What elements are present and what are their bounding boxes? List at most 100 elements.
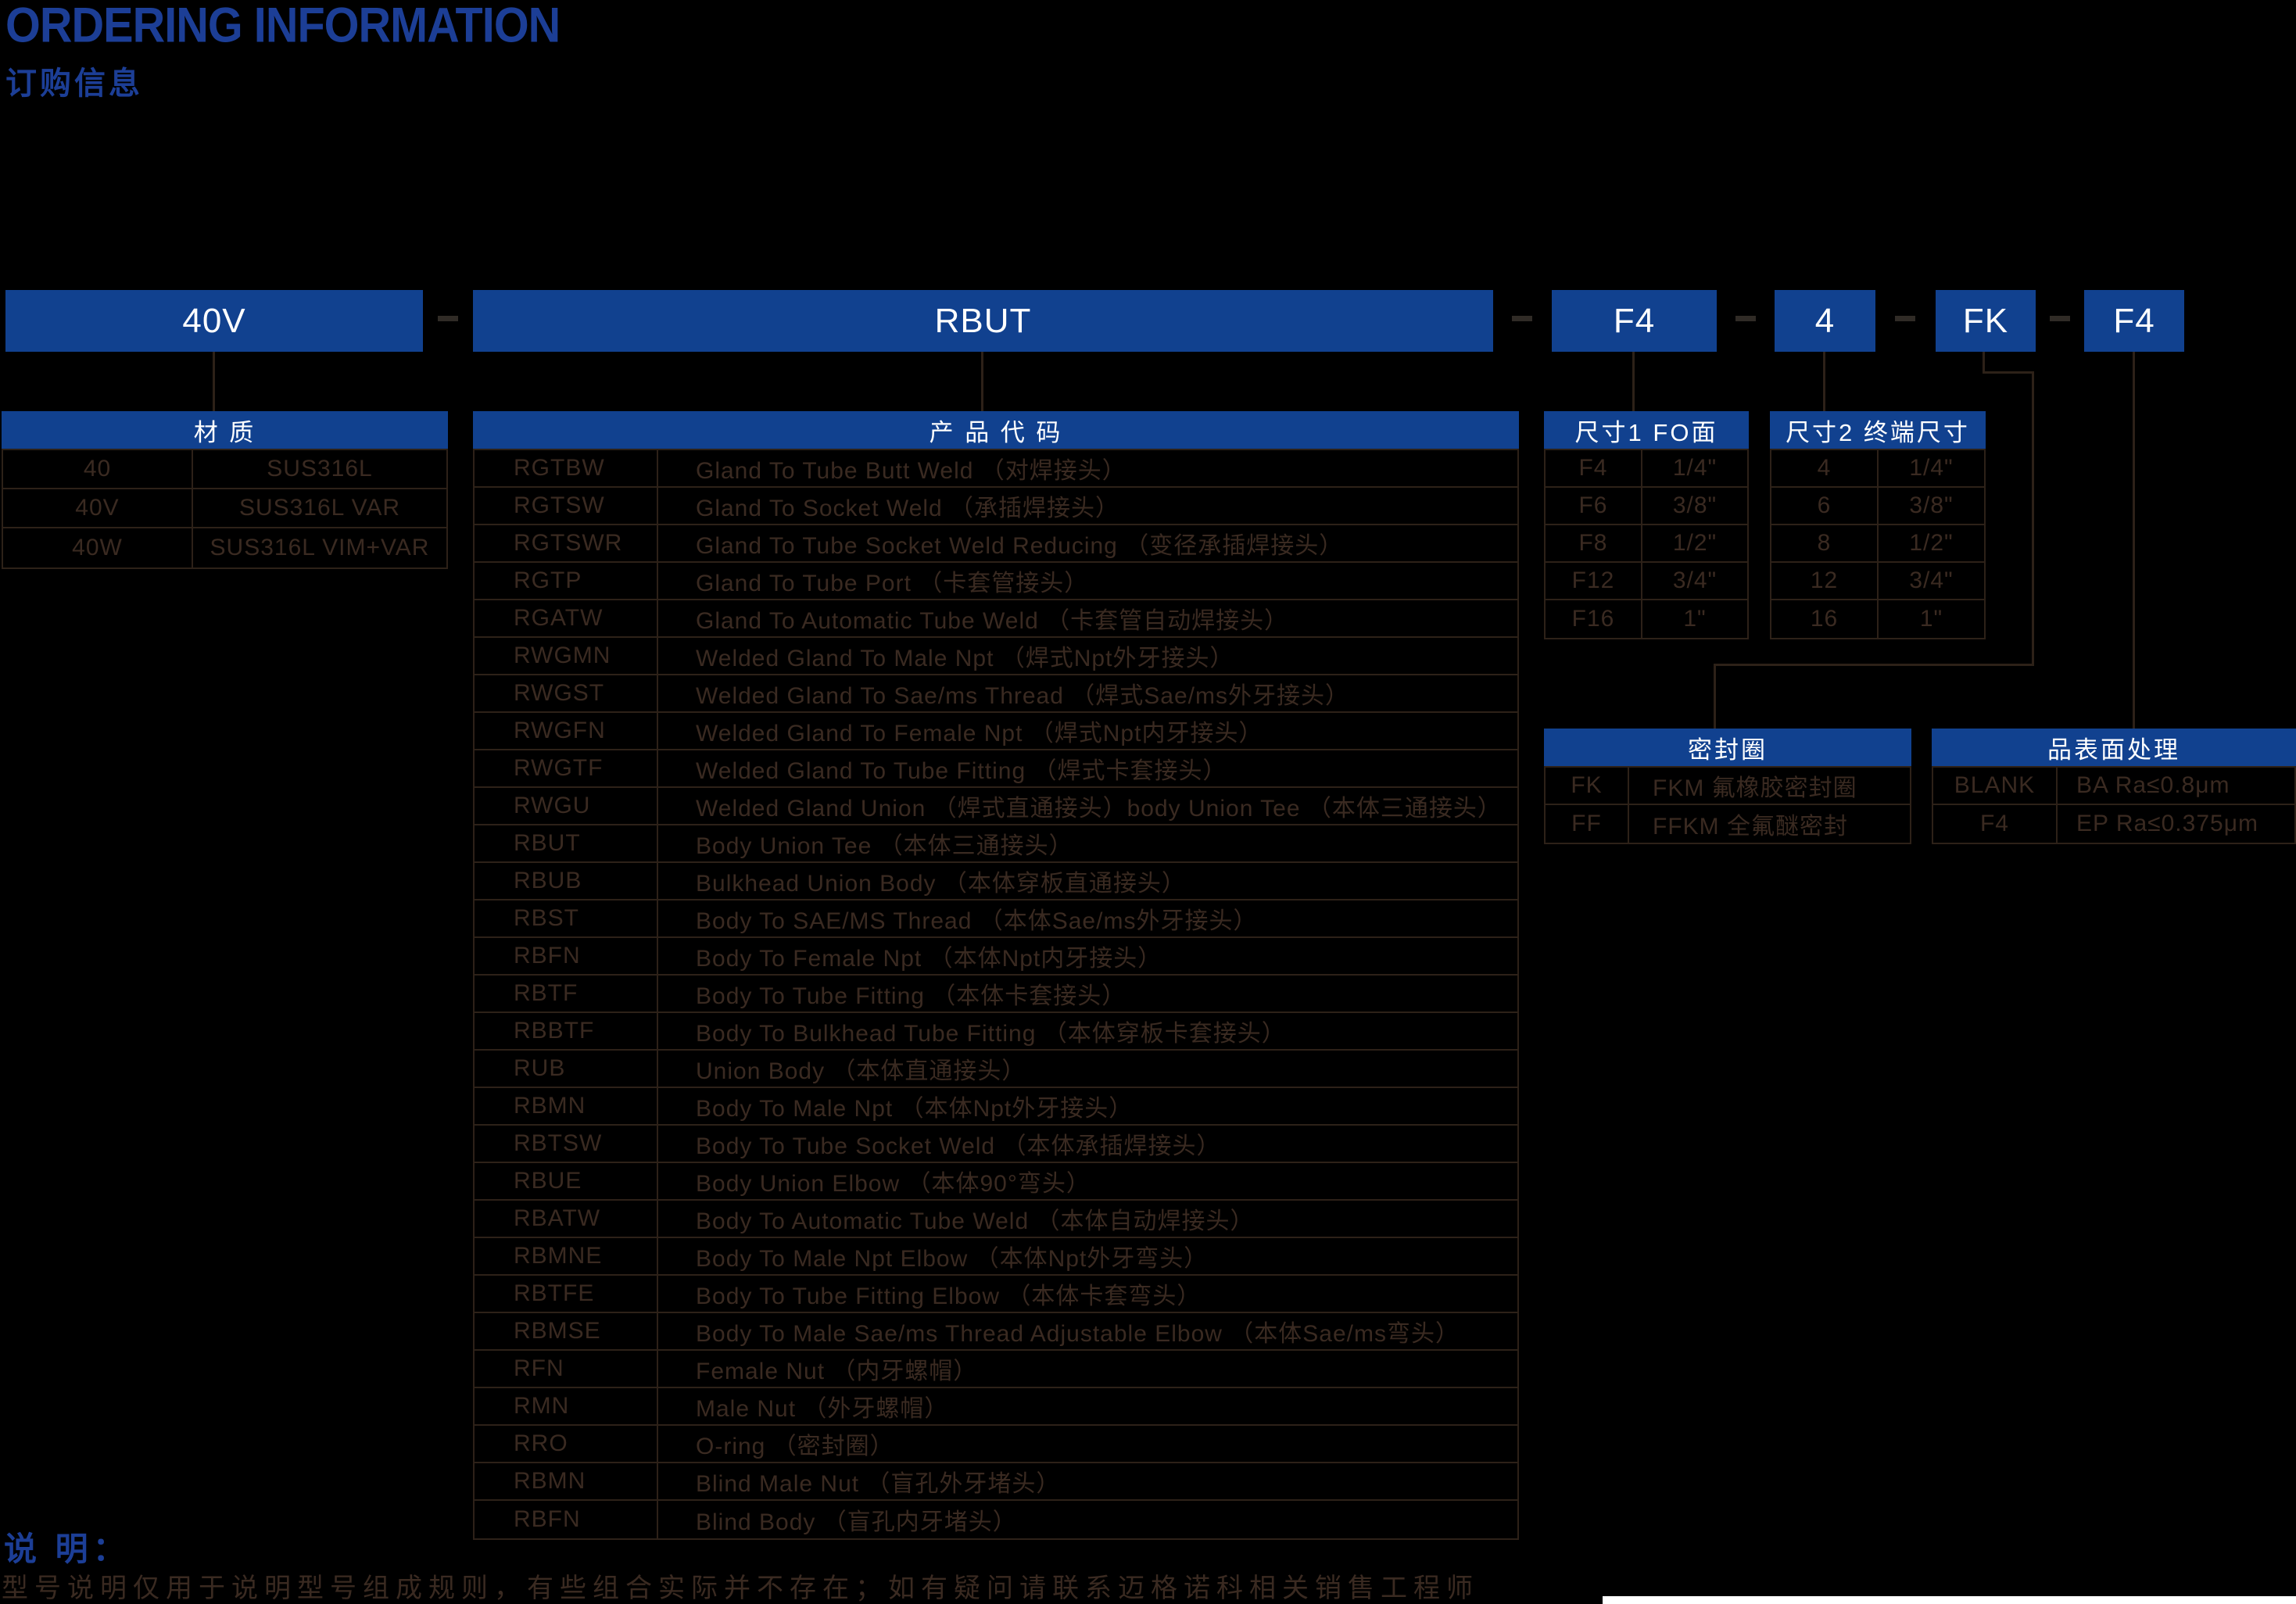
table-row: RBUT Body Union Tee （本体三通接头） bbox=[475, 825, 1517, 863]
code-cell: RGTBW bbox=[475, 450, 658, 486]
table-row: RBFN Blind Body （盲孔内牙堵头） bbox=[475, 1501, 1517, 1538]
code-cell: RBATW bbox=[475, 1201, 658, 1237]
code-cell: FF bbox=[1546, 805, 1629, 843]
description-cell: BA Ra≤0.8μm bbox=[2076, 772, 2230, 798]
table-row: RRO O-ring （密封圈） bbox=[475, 1426, 1517, 1463]
surface-table-body: BLANK BA Ra≤0.8μm F4 EP Ra≤0.375μm bbox=[1932, 766, 2296, 844]
code-cell: F8 bbox=[1546, 525, 1642, 561]
description-cell: 1" bbox=[1919, 606, 1943, 632]
description-cell: 3/4" bbox=[1672, 567, 1718, 593]
description-cell: Blind Male Nut （盲孔外牙堵头） bbox=[696, 1471, 1061, 1497]
description-cell: Body To Tube Fitting （本体卡套接头） bbox=[696, 983, 1127, 1009]
size2-table-body: 4 1/4" 6 3/8" 8 1/2" 12 3/4" 16 1" bbox=[1770, 449, 1986, 639]
table-row: F16 1" bbox=[1546, 600, 1747, 638]
table-row: RMN Male Nut （外牙螺帽） bbox=[475, 1388, 1517, 1426]
table-row: F4 EP Ra≤0.375μm bbox=[1933, 805, 2294, 843]
description-cell: Body To Male Npt Elbow （本体Npt外牙弯头） bbox=[696, 1246, 1209, 1272]
code-cell: 40 bbox=[3, 450, 193, 488]
connector-material bbox=[213, 352, 215, 411]
code-cell: RWGFN bbox=[475, 713, 658, 749]
code-cell: RMN bbox=[475, 1388, 658, 1424]
note-label: 说 明： bbox=[4, 1531, 131, 1567]
description-cell: FKM 氟橡胶密封圈 bbox=[1653, 775, 1857, 801]
table-row: 40 SUS316L bbox=[3, 450, 446, 489]
product-code-table: 产 品 代 码 RGTBW Gland To Tube Butt Weld （对焊… bbox=[473, 411, 1519, 1540]
dash-separator bbox=[1735, 316, 1756, 321]
description-cell: Body To Automatic Tube Weld （本体自动焊接头） bbox=[696, 1208, 1255, 1234]
size1-table-header: 尺寸1 FO面 bbox=[1544, 411, 1749, 449]
dash-separator bbox=[438, 316, 458, 321]
table-row: RBMSE Body To Male Sae/ms Thread Adjustab… bbox=[475, 1313, 1517, 1351]
description-cell: Gland To Socket Weld （承插焊接头） bbox=[696, 496, 1120, 521]
code-cell: RBFN bbox=[475, 938, 658, 974]
connector-size1 bbox=[1632, 352, 1635, 411]
table-row: RGTP Gland To Tube Port （卡套管接头） bbox=[475, 563, 1517, 600]
code-cell: RBUT bbox=[475, 825, 658, 861]
code-cell: 16 bbox=[1771, 600, 1879, 638]
connector-product bbox=[981, 352, 983, 411]
description-cell: Body To Tube Socket Weld （本体承插焊接头） bbox=[696, 1133, 1221, 1159]
material-table-header: 材 质 bbox=[2, 411, 448, 449]
surface-table: 品表面处理 BLANK BA Ra≤0.8μm F4 EP Ra≤0.375μm bbox=[1932, 729, 2296, 844]
page-edge-white-strip bbox=[1603, 1596, 2296, 1604]
table-row: RWGST Welded Gland To Sae/ms Thread （焊式Sa… bbox=[475, 675, 1517, 713]
size1-table: 尺寸1 FO面 F4 1/4" F6 3/8" F8 1/2" F12 3/4" F16 1" bbox=[1544, 411, 1749, 639]
description-cell: Welded Gland To Tube Fitting （焊式卡套接头） bbox=[696, 758, 1227, 784]
code-cell: RBTF bbox=[475, 976, 658, 1011]
code-cell: 6 bbox=[1771, 488, 1879, 524]
description-cell: Female Nut （内牙螺帽） bbox=[696, 1359, 978, 1384]
table-row: RBFN Body To Female Npt （本体Npt内牙接头） bbox=[475, 938, 1517, 976]
description-cell: Welded Gland To Male Npt （焊式Npt外牙接头） bbox=[696, 646, 1234, 671]
code-cell: RBMN bbox=[475, 1463, 658, 1499]
connector-surface bbox=[2133, 352, 2135, 729]
description-cell: Welded Gland To Sae/ms Thread （焊式Sae/ms外… bbox=[696, 683, 1349, 709]
table-row: RBBTF Body To Bulkhead Tube Fitting （本体穿板… bbox=[475, 1013, 1517, 1051]
seal-table: 密封圈 FK FKM 氟橡胶密封圈 FF FFKM 全氟醚密封 bbox=[1544, 729, 1911, 844]
description-cell: SUS316L VAR bbox=[238, 495, 401, 521]
table-row: RBTFE Body To Tube Fitting Elbow （本体卡套弯头） bbox=[475, 1276, 1517, 1313]
code-box-seal: FK bbox=[1936, 290, 2036, 352]
code-cell: F16 bbox=[1546, 600, 1642, 638]
description-cell: Body Union Elbow （本体90°弯头） bbox=[696, 1171, 1091, 1197]
product-code-table-header: 产 品 代 码 bbox=[473, 411, 1519, 449]
code-cell: RBMN bbox=[475, 1088, 658, 1124]
code-box-product-code: RBUT bbox=[473, 290, 1493, 352]
dash-separator bbox=[1512, 316, 1532, 321]
table-row: FF FFKM 全氟醚密封 bbox=[1546, 805, 1910, 843]
size2-table: 尺寸2 终端尺寸 4 1/4" 6 3/8" 8 1/2" 12 3/4" 16 1" bbox=[1770, 411, 1986, 639]
code-cell: 8 bbox=[1771, 525, 1879, 561]
size1-table-body: F4 1/4" F6 3/8" F8 1/2" F12 3/4" F16 1" bbox=[1544, 449, 1749, 639]
description-cell: Male Nut （外牙螺帽） bbox=[696, 1396, 949, 1422]
code-cell: 12 bbox=[1771, 563, 1879, 599]
seal-table-body: FK FKM 氟橡胶密封圈 FF FFKM 全氟醚密封 bbox=[1544, 766, 1911, 844]
code-cell: F4 bbox=[1546, 450, 1642, 486]
code-cell: RGTSWR bbox=[475, 525, 658, 561]
note-text: 型号说明仅用于说明型号组成规则，有些组合实际并不存在；如有疑问请联系迈格诺科相关… bbox=[2, 1574, 1479, 1603]
table-row: RBUE Body Union Elbow （本体90°弯头） bbox=[475, 1163, 1517, 1201]
code-cell: RBMSE bbox=[475, 1313, 658, 1349]
description-cell: 3/8" bbox=[1672, 492, 1718, 518]
table-row: 6 3/8" bbox=[1771, 488, 1984, 525]
description-cell: FFKM 全氟醚密封 bbox=[1653, 814, 1848, 840]
connector-seal bbox=[1714, 664, 2034, 666]
table-row: F8 1/2" bbox=[1546, 525, 1747, 563]
table-row: RBTF Body To Tube Fitting （本体卡套接头） bbox=[475, 976, 1517, 1013]
table-row: RUB Union Body （本体直通接头） bbox=[475, 1051, 1517, 1088]
code-cell: RBST bbox=[475, 900, 658, 936]
description-cell: Gland To Tube Port （卡套管接头） bbox=[696, 571, 1089, 596]
description-cell: 3/8" bbox=[1909, 492, 1954, 518]
description-cell: EP Ra≤0.375μm bbox=[2076, 811, 2258, 836]
table-row: RWGU Welded Gland Union （焊式直通接头）body Unio… bbox=[475, 788, 1517, 825]
seal-table-header: 密封圈 bbox=[1544, 729, 1911, 766]
connector-size2 bbox=[1823, 352, 1825, 411]
description-cell: Body To SAE/MS Thread （本体Sae/ms外牙接头） bbox=[696, 908, 1258, 934]
table-row: BLANK BA Ra≤0.8μm bbox=[1933, 768, 2294, 805]
table-row: RBUB Bulkhead Union Body （本体穿板直通接头） bbox=[475, 863, 1517, 900]
material-table: 材 质 40 SUS316L 40V SUS316L VAR 40W SUS316L VI… bbox=[2, 411, 448, 569]
connector-seal bbox=[1714, 664, 1716, 729]
connector-seal bbox=[1983, 371, 2034, 374]
table-row: 4 1/4" bbox=[1771, 450, 1984, 488]
table-row: RGTSW Gland To Socket Weld （承插焊接头） bbox=[475, 488, 1517, 525]
description-cell: O-ring （密封圈） bbox=[696, 1434, 894, 1459]
description-cell: SUS316L VIM+VAR bbox=[210, 535, 430, 560]
